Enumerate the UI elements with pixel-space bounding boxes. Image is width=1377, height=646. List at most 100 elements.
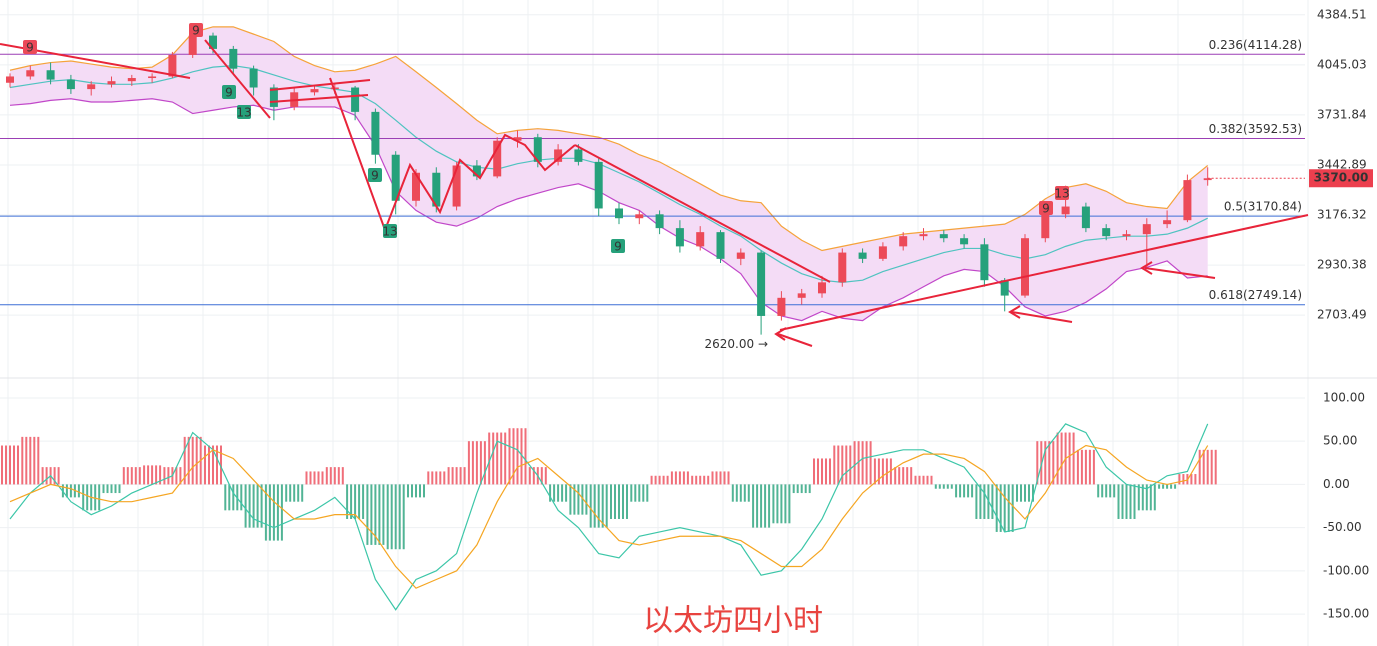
macd-bar [1,445,3,485]
macd-bar [1113,484,1116,498]
macd-bar [549,484,552,502]
macd-bar [772,484,775,524]
macd-bar [1048,441,1051,485]
macd-bar [5,445,7,485]
macd-bar [423,484,425,498]
candle-body [412,172,420,201]
macd-bar [1056,432,1059,485]
fib-label: 0.618(2749.14) [1209,288,1302,302]
macd-bar [53,467,56,485]
macd-bar [938,484,941,489]
macd-bar [743,484,746,502]
arrow-head [1140,261,1153,275]
y-tick-label: 3176.32 [1317,208,1367,222]
macd-bar [796,484,799,494]
macd-bar [610,484,612,519]
macd-bar [634,484,637,502]
macd-bar [971,484,974,498]
low-marker-label: 2620.00 → [705,337,769,351]
macd-bar [297,484,300,502]
macd-bar [926,475,929,485]
macd-bar [98,484,101,511]
macd-bar [329,467,332,485]
macd-bar [1003,484,1006,532]
macd-bar [427,471,430,485]
macd-bar [1011,484,1014,532]
macd-bar [695,475,698,485]
macd-bar [967,484,970,498]
macd-bar [910,467,913,485]
band-line [9,65,1208,283]
candle-body [493,140,502,177]
candle-body [615,208,623,219]
macd-bar [77,484,80,498]
candle-body [838,252,847,283]
td-badge [23,40,37,54]
macd-bar [739,484,742,502]
macd-bar [232,484,235,511]
macd-bar [999,484,1002,532]
macd-bar [768,484,771,528]
macd-bar [195,436,198,485]
last-price-tag [1309,169,1373,188]
macd-bar [175,467,178,485]
macd-bar [1145,484,1148,511]
candle-body [513,137,522,141]
macd-bar [532,467,535,485]
macd-bar [691,475,694,485]
macd-bar [849,445,852,485]
macd-bar [504,432,507,485]
macd-bar [1092,449,1095,485]
candle-body [26,70,35,77]
macd-bar [151,465,154,485]
macd-bar [293,484,296,502]
macd-bar [1158,484,1161,489]
macd-bar [1080,449,1083,485]
macd-bar [784,484,787,524]
macd-bar [41,467,44,485]
macd-bar [248,484,251,528]
td-badge [368,168,382,182]
drawings [0,39,1309,347]
macd-bar [86,484,89,511]
macd-bar [1036,441,1039,485]
macd-bar [216,445,218,485]
macd-bar [163,467,166,485]
macd-bar [280,484,283,541]
td-badge [1055,186,1069,200]
candle-body [310,89,319,93]
macd-bar [711,471,714,485]
macd-bar [589,484,592,528]
candle-body [797,293,806,298]
macd-bar [577,484,580,515]
candle-body [818,282,826,294]
macd-bar [289,484,292,502]
macd-bar [57,467,60,485]
candle-body [1203,178,1212,181]
macd-bar [187,436,190,485]
macd-bar [540,467,543,485]
macd-bar [1117,484,1120,519]
macd-bar [735,484,738,502]
macd-line [9,423,1209,611]
arrow [1011,311,1073,323]
macd-bar [747,484,750,502]
macd-bar [553,484,556,502]
macd-bar [114,484,117,494]
macd-bar [45,467,48,485]
macd-bar [1137,484,1140,511]
macd-bar [869,441,872,485]
candle-body [168,54,177,77]
y-tick-label: 50.00 [1323,434,1357,448]
chart-annotation: 以太坊四小时 [643,604,823,639]
macd-bar [573,484,576,515]
macd-bar [508,428,511,485]
candle-body [1163,220,1172,225]
candle-body [716,232,725,259]
td-badge [1039,201,1053,215]
macd-bar [817,458,819,485]
candle-body [87,84,96,90]
macd-bar [122,467,125,485]
macd-bar [991,484,994,519]
